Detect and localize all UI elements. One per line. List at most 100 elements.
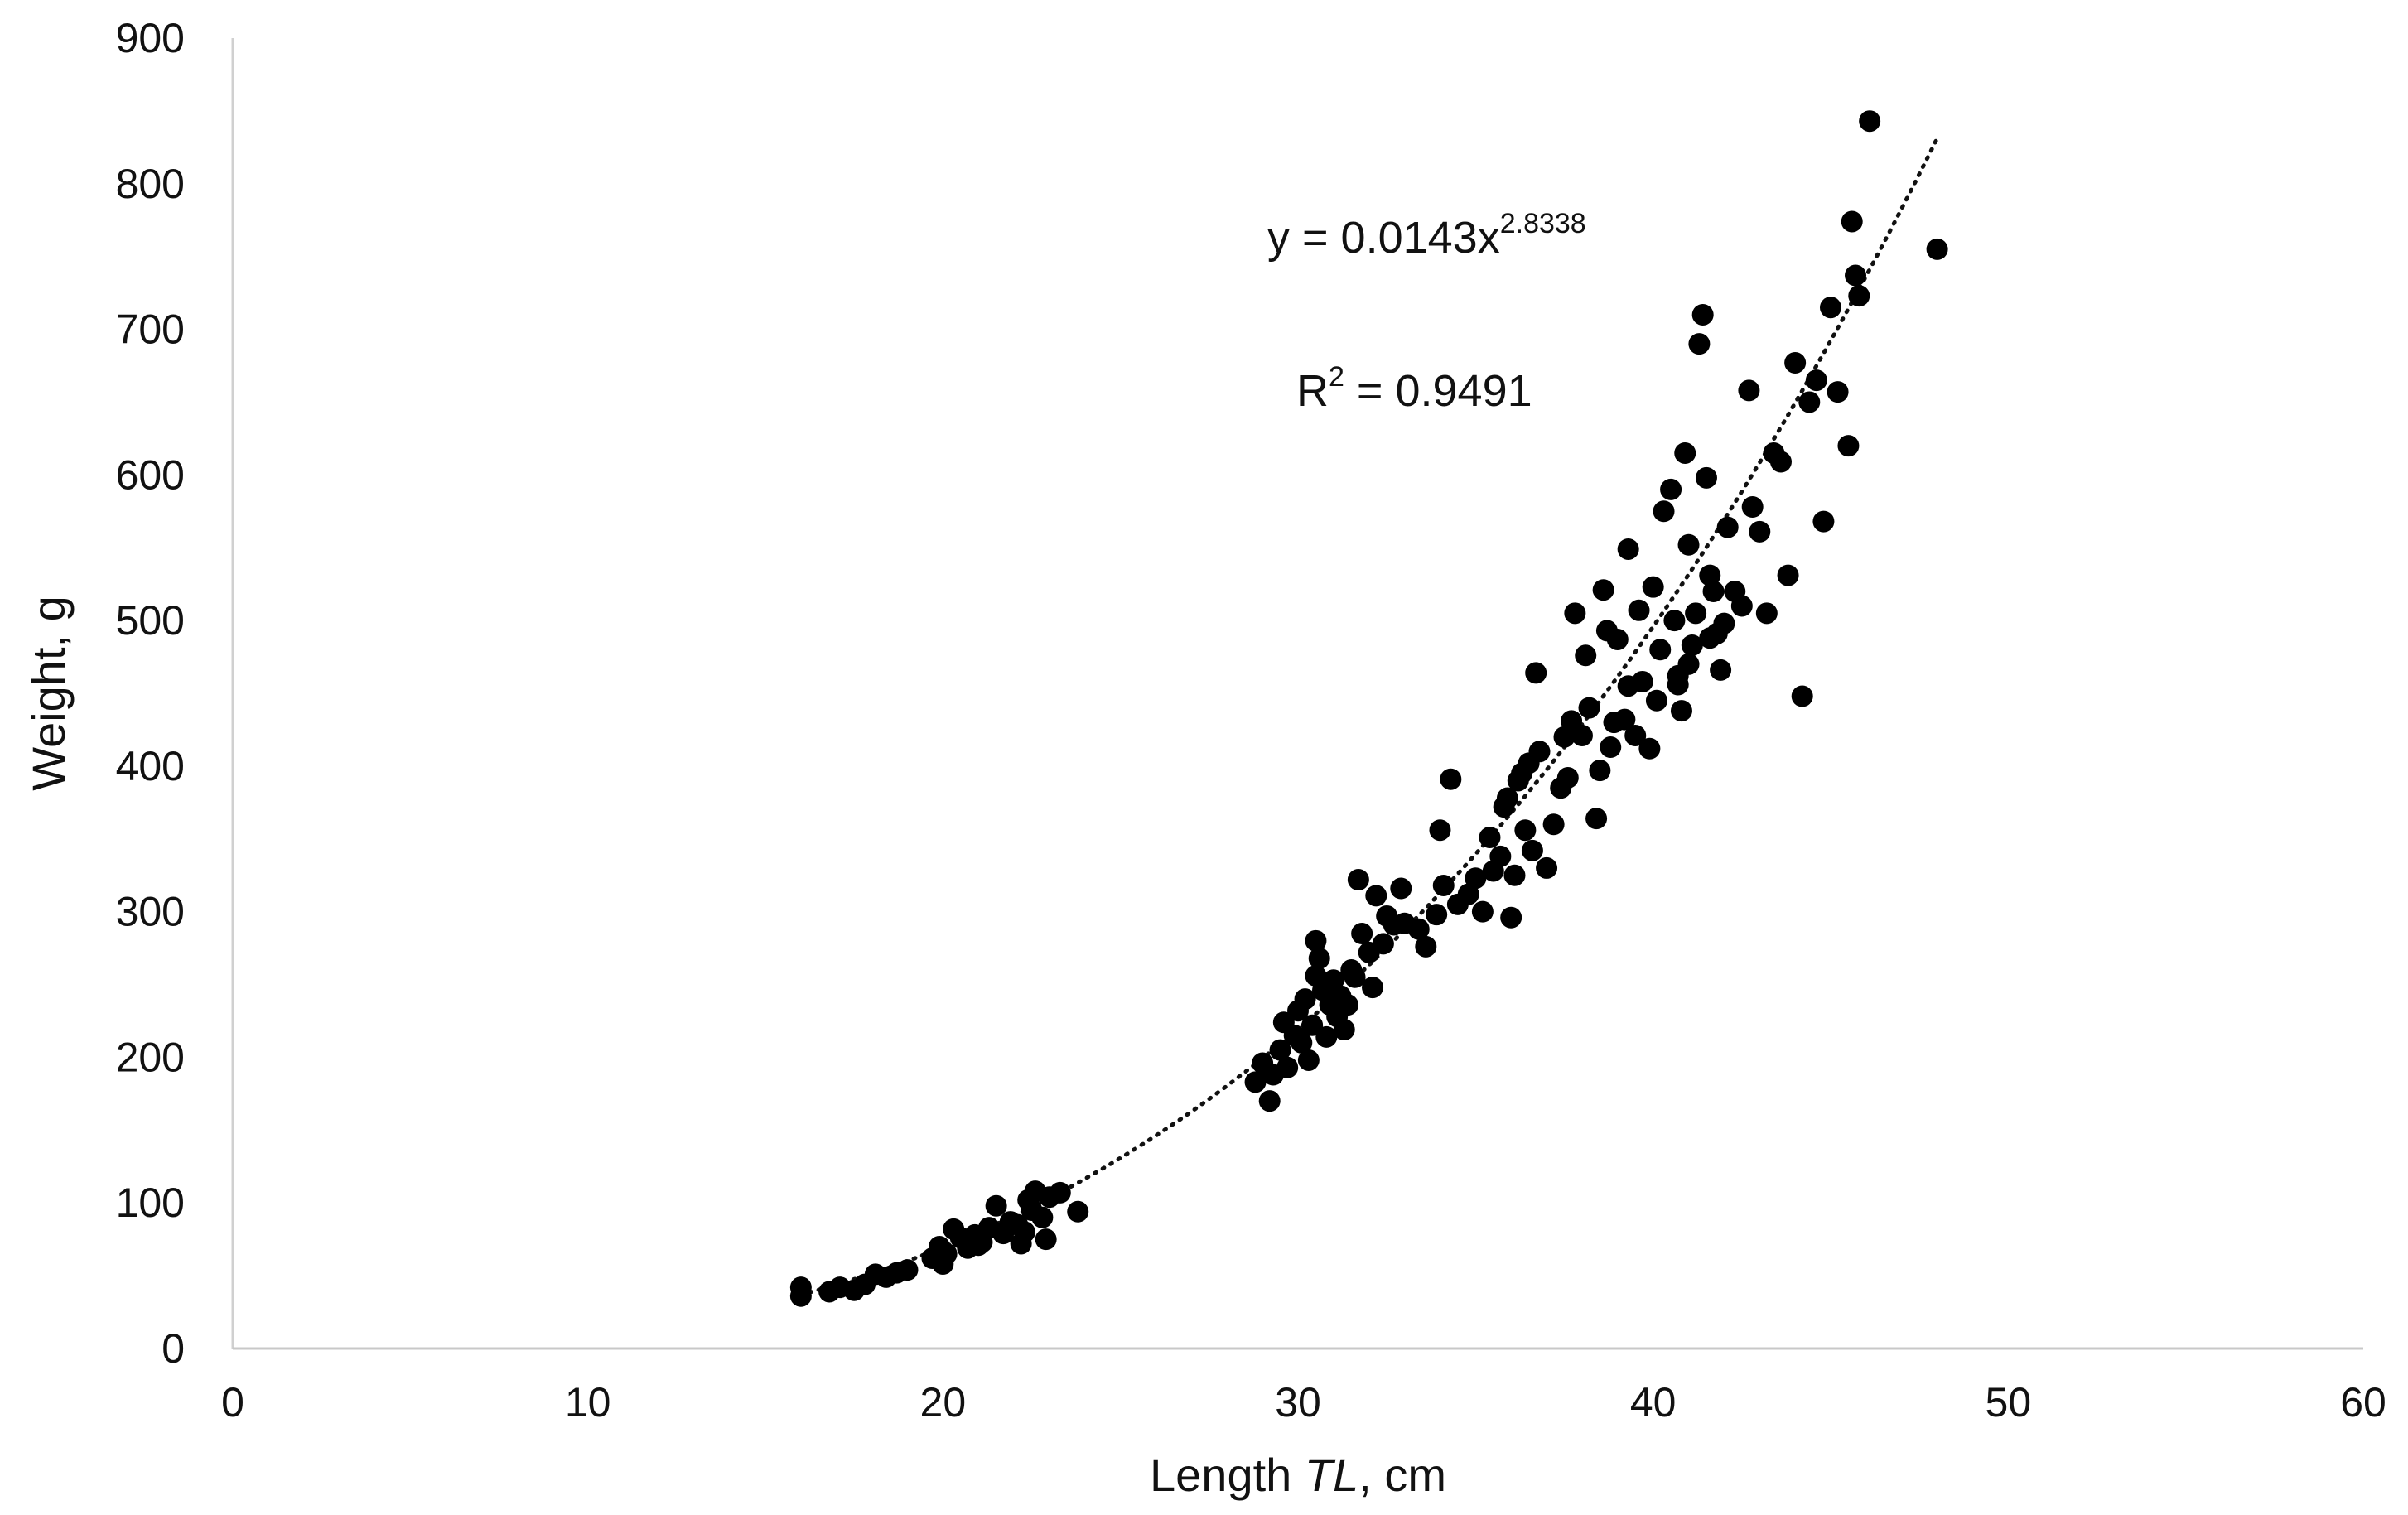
data-point (1845, 264, 1867, 287)
x-tick-label: 40 (1630, 1379, 1677, 1426)
data-point (1322, 969, 1344, 992)
data-point (1699, 564, 1721, 586)
data-point (1837, 435, 1860, 457)
data-point (1407, 918, 1430, 940)
data-point (1769, 451, 1792, 473)
data-point (1575, 644, 1597, 667)
data-point (1606, 628, 1629, 650)
data-point (1749, 520, 1771, 543)
x-tick-label: 10 (565, 1379, 611, 1426)
data-point (1294, 988, 1316, 1011)
data-point (1681, 634, 1703, 656)
data-point (1741, 496, 1764, 518)
data-point (1702, 580, 1725, 602)
data-point (1589, 760, 1611, 782)
data-point (1564, 602, 1586, 625)
data-point (1489, 845, 1512, 867)
data-point (1362, 977, 1384, 999)
axes (231, 38, 2363, 1350)
data-point (789, 1285, 812, 1307)
y-tick-label: 500 (116, 597, 185, 644)
data-point (1926, 238, 1948, 260)
data-point (1617, 675, 1639, 697)
y-tick-label: 200 (116, 1034, 185, 1080)
data-point (1628, 599, 1650, 621)
data-point (1710, 659, 1732, 681)
data-point (1521, 839, 1543, 861)
y-tick-label: 700 (116, 306, 185, 353)
data-point (1585, 808, 1608, 830)
data-point (1716, 516, 1739, 538)
data-point (985, 1194, 1007, 1217)
data-point (1344, 966, 1366, 988)
y-tick-label: 600 (116, 451, 185, 498)
data-point (1827, 381, 1849, 403)
data-point (1244, 1071, 1267, 1093)
data-point (896, 1259, 919, 1281)
data-point (1315, 1025, 1338, 1048)
data-point (1791, 685, 1813, 707)
data-point (1276, 1056, 1299, 1078)
trendline-annotations: y = 0.0143x2.8338 R2 = 0.9491 (1267, 208, 1586, 416)
y-tick-label: 400 (116, 743, 185, 789)
data-points (789, 110, 1948, 1307)
data-point (1777, 564, 1799, 586)
data-point (1333, 1019, 1355, 1041)
data-point (935, 1242, 958, 1265)
data-point (1415, 935, 1437, 958)
x-tick-label: 50 (1986, 1379, 2032, 1426)
data-point (1432, 875, 1455, 897)
data-point (1691, 303, 1714, 326)
y-tick-label: 900 (116, 15, 185, 61)
y-tick-label: 0 (162, 1325, 185, 1372)
y-tick-label: 100 (116, 1180, 185, 1226)
r-squared-label: R2 = 0.9491 (1296, 361, 1532, 416)
data-point (1500, 906, 1522, 929)
data-point (1738, 379, 1760, 402)
axis-labels: 0 10 20 30 40 50 60010020030040050060070080090… (22, 15, 2386, 1501)
data-point (1035, 1228, 1057, 1251)
data-point (1465, 867, 1487, 890)
data-point (1670, 700, 1692, 722)
data-point (1365, 885, 1387, 907)
trendline-curve (799, 136, 1940, 1297)
data-point (1269, 1039, 1291, 1061)
data-point (1642, 576, 1664, 598)
data-point (1471, 900, 1494, 923)
data-point (1699, 627, 1721, 649)
data-point (1624, 724, 1647, 746)
data-point (1600, 736, 1622, 759)
data-point (1798, 391, 1821, 413)
data-point (1820, 297, 1841, 319)
data-point (1372, 933, 1394, 955)
data-point (1337, 994, 1359, 1016)
data-point (1688, 333, 1711, 355)
data-point (1667, 673, 1689, 696)
data-point (1347, 869, 1369, 890)
data-point (1429, 819, 1451, 842)
data-point (1638, 737, 1661, 760)
data-point (1308, 947, 1330, 969)
data-point (1695, 466, 1717, 489)
data-point (1755, 602, 1778, 625)
data-point (968, 1234, 990, 1257)
data-point (1542, 813, 1565, 836)
data-point (1479, 827, 1501, 849)
data-point (1493, 796, 1515, 818)
data-point (1730, 595, 1753, 617)
data-point (1617, 538, 1639, 560)
data-point (1603, 712, 1625, 734)
data-point (1660, 478, 1682, 500)
data-point (1578, 697, 1600, 719)
trendline (799, 136, 1940, 1297)
trendline-equation: y = 0.0143x2.8338 (1267, 208, 1586, 263)
data-point (1390, 877, 1412, 900)
data-point (1571, 724, 1593, 746)
x-tick-label: 30 (1275, 1379, 1321, 1426)
x-tick-label: 60 (2340, 1379, 2386, 1426)
data-point (1649, 639, 1672, 661)
data-point (1503, 864, 1526, 886)
data-point (1674, 441, 1696, 464)
